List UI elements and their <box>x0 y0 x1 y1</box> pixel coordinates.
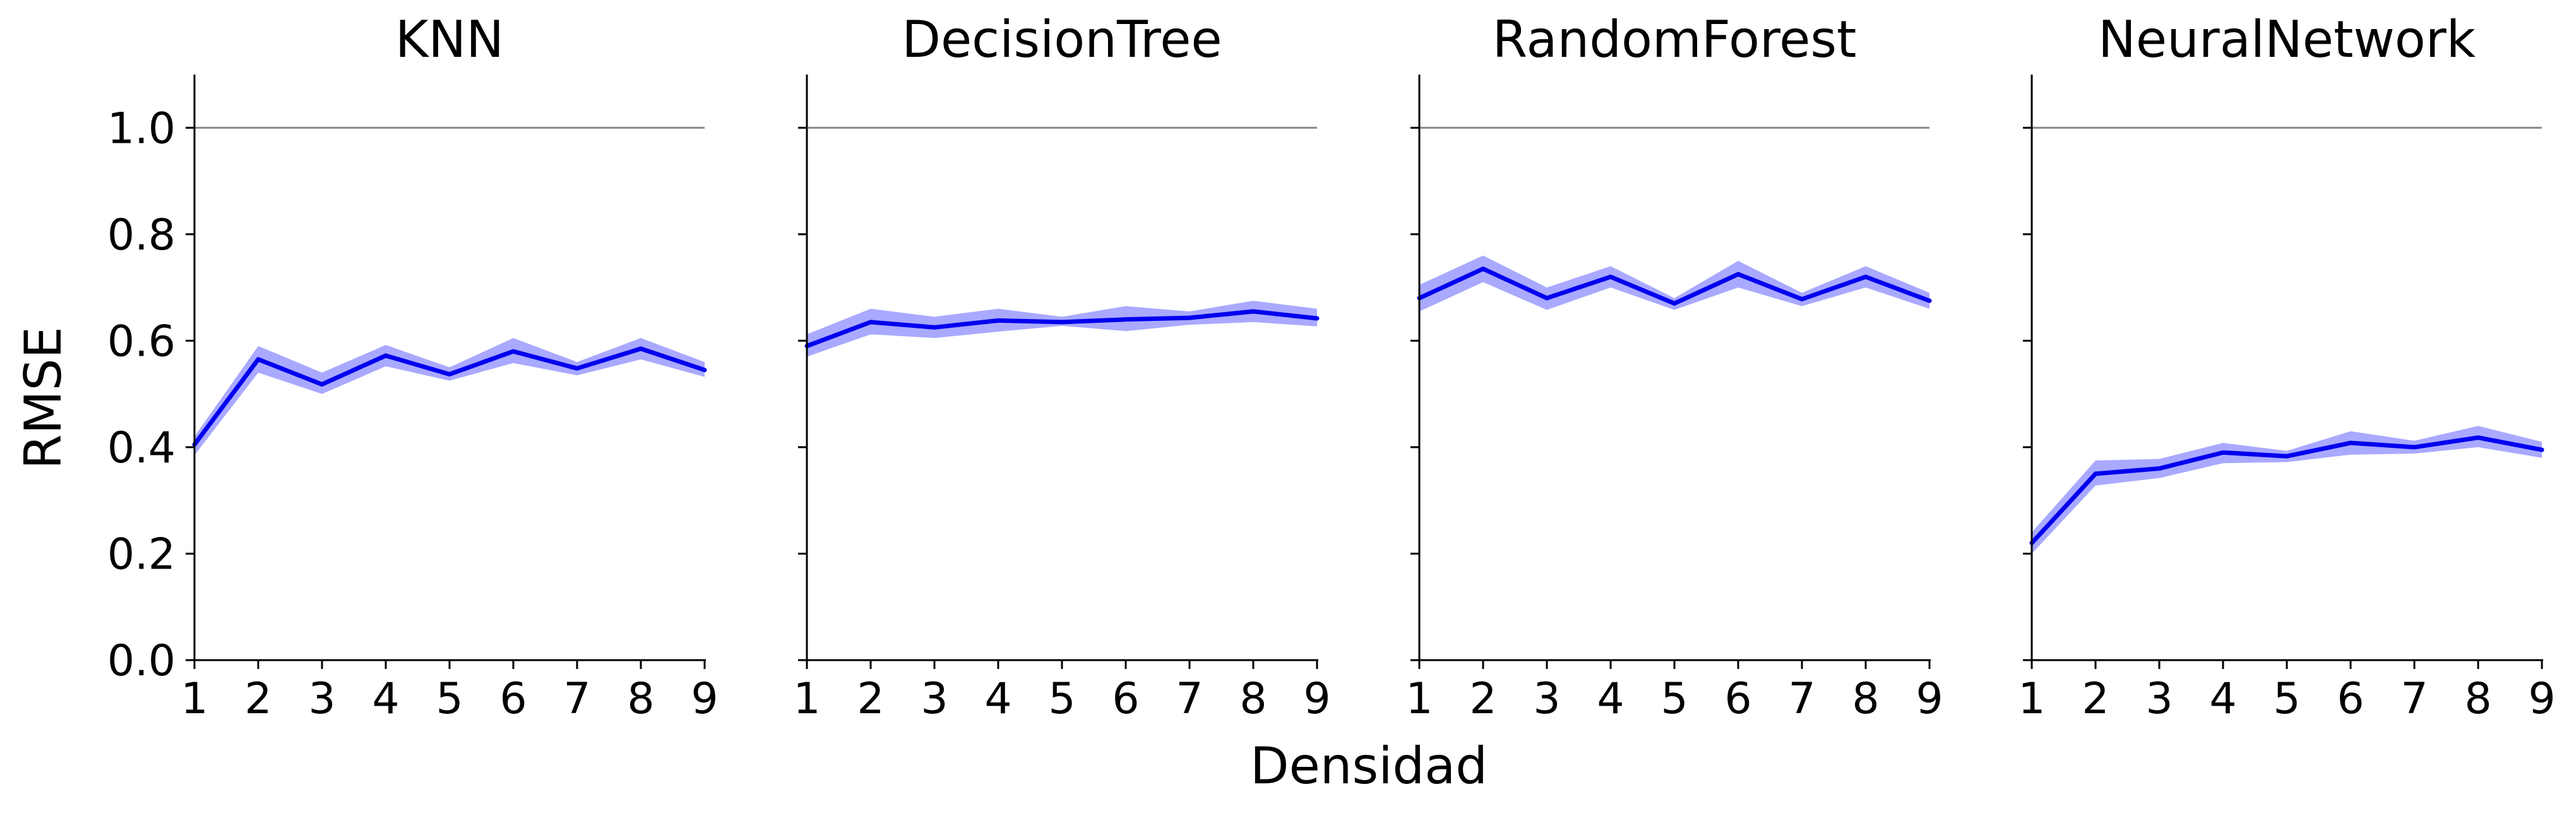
y-axis-label: RMSE <box>14 327 73 469</box>
data-point <box>2476 435 2481 440</box>
x-tick-label: 3 <box>2145 674 2173 724</box>
data-point <box>638 346 643 351</box>
y-tick-label: 1.0 <box>107 104 176 154</box>
x-tick-label: 5 <box>1048 674 1075 724</box>
data-point <box>1799 297 1804 302</box>
x-tick-label: 4 <box>2209 674 2236 724</box>
x-tick-label: 4 <box>984 674 1011 724</box>
series-line <box>193 346 706 446</box>
x-tick-label: 9 <box>2528 674 2555 724</box>
x-tick-label: 8 <box>1239 674 1267 724</box>
panel-3: 1 2 3 4 5 6 7 8 9 NeuralNetwork <box>2018 10 2555 724</box>
x-tick-label: 9 <box>1303 674 1330 724</box>
y-tick-label: 0.8 <box>107 210 176 260</box>
data-point <box>319 382 325 387</box>
data-point <box>511 349 516 354</box>
data-point <box>2539 447 2544 452</box>
confidence-band <box>2032 426 2542 554</box>
x-tick-label: 7 <box>1176 674 1203 724</box>
panel-1: 1 2 3 4 5 6 7 8 9 DecisionTree <box>793 10 1330 724</box>
data-point <box>1927 298 1932 303</box>
x-tick-label: 8 <box>627 674 654 724</box>
panel-0: 1 2 3 4 5 6 7 8 9 0.0 0.2 0.4 0.6 0.8 1.0 KNN <box>107 10 719 724</box>
confidence-band <box>194 338 705 455</box>
x-tick-label: 1 <box>1405 674 1433 724</box>
data-point <box>1672 301 1677 306</box>
x-tick-label: 4 <box>372 674 399 724</box>
data-point <box>2284 454 2289 459</box>
x-tick-label: 3 <box>921 674 948 724</box>
x-tick-label: 6 <box>499 674 527 724</box>
x-tick-label: 8 <box>1852 674 1879 724</box>
x-tick-label: 9 <box>1916 674 1943 724</box>
data-point <box>1315 316 1320 321</box>
data-point <box>575 366 580 371</box>
data-point <box>1481 267 1486 272</box>
panel-title: RandomForest <box>1493 10 1857 69</box>
confidence-band <box>807 301 1317 357</box>
y-tick-label: 0.2 <box>107 529 176 579</box>
x-tick-label: 5 <box>436 674 463 724</box>
data-point <box>1863 274 1868 279</box>
x-axis-label: Densidad <box>1250 737 1488 795</box>
x-tick-label: 2 <box>244 674 271 724</box>
x-tick-label: 4 <box>1597 674 1624 724</box>
data-point <box>2157 466 2162 471</box>
data-point <box>2093 471 2098 476</box>
x-tick-label: 2 <box>857 674 884 724</box>
x-tick-label: 6 <box>2337 674 2364 724</box>
data-point <box>1251 309 1256 314</box>
x-tick-label: 1 <box>181 674 208 724</box>
data-point <box>2412 445 2417 450</box>
y-tick-label: 0.6 <box>107 316 176 366</box>
x-tick-label: 2 <box>2082 674 2109 724</box>
data-point <box>1544 296 1549 301</box>
y-tick-label: 0.0 <box>107 636 176 686</box>
x-tick-label: 6 <box>1724 674 1751 724</box>
x-tick-label: 1 <box>2018 674 2045 724</box>
data-point <box>1608 274 1613 279</box>
x-tick-label: 5 <box>2273 674 2300 724</box>
y-tick-label: 0.4 <box>107 423 176 473</box>
x-tick-label: 6 <box>1112 674 1139 724</box>
x-tick-label: 3 <box>308 674 335 724</box>
x-tick-label: 7 <box>2400 674 2428 724</box>
panel-title: KNN <box>395 10 504 69</box>
data-point <box>702 368 707 373</box>
panel-2: 1 2 3 4 5 6 7 8 9 RandomForest <box>1405 10 1943 724</box>
data-point <box>932 325 937 330</box>
data-point <box>1187 315 1192 320</box>
x-tick-label: 5 <box>1661 674 1688 724</box>
data-point <box>447 371 452 376</box>
data-point <box>868 320 873 325</box>
data-point <box>383 353 388 358</box>
x-tick-label: 3 <box>1533 674 1560 724</box>
x-tick-label: 1 <box>793 674 820 724</box>
data-point <box>1123 317 1128 322</box>
x-tick-label: 7 <box>563 674 590 724</box>
panel-title: DecisionTree <box>902 10 1222 69</box>
panel-title: NeuralNetwork <box>2098 10 2476 69</box>
data-point <box>2221 450 2226 455</box>
data-point <box>1736 272 1741 277</box>
data-point <box>2348 440 2353 445</box>
x-tick-label: 2 <box>1469 674 1496 724</box>
x-tick-label: 7 <box>1788 674 1815 724</box>
data-point <box>996 318 1001 323</box>
x-tick-label: 9 <box>691 674 718 724</box>
data-point <box>256 357 261 362</box>
x-tick-label: 8 <box>2464 674 2491 724</box>
data-point <box>1059 320 1064 325</box>
